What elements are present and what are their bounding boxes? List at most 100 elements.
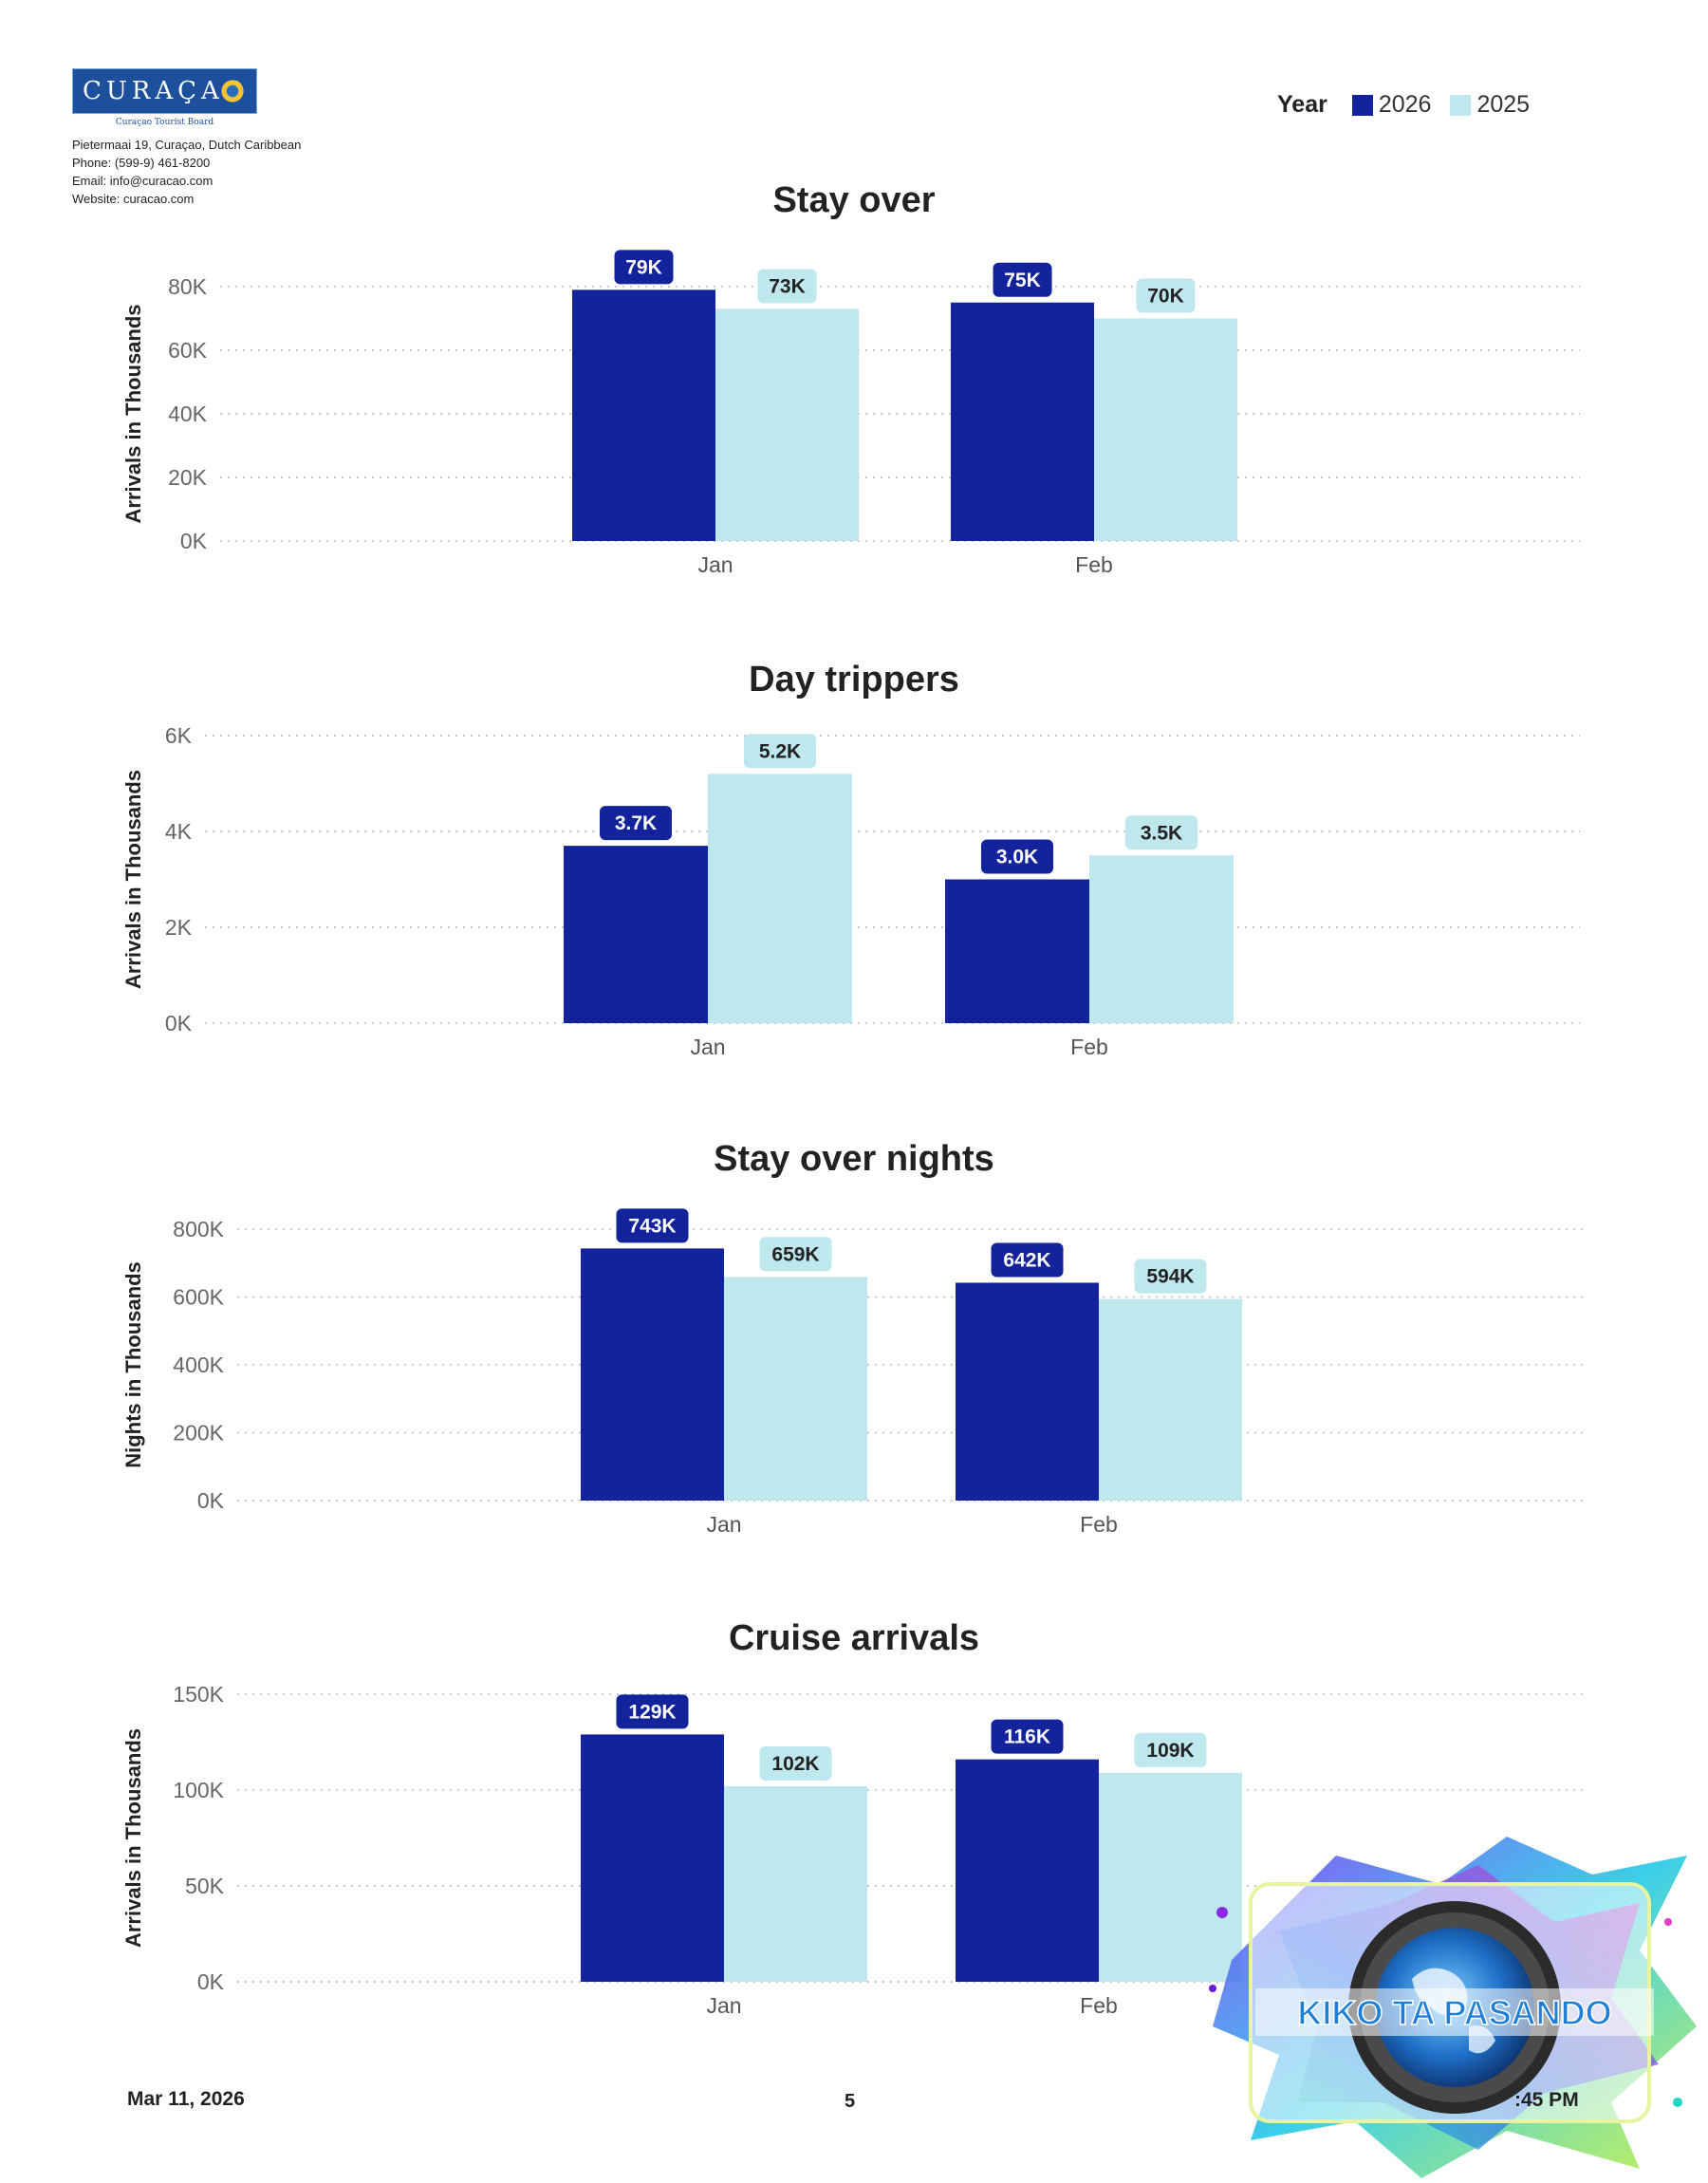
website-line: Website: curacao.com [72,192,195,206]
stay-over-nights-y-tick-label: 400K [173,1353,224,1377]
legend-item-2025[interactable]: 2025 [1450,91,1530,119]
cruise-arrivals-bar-2026-feb [956,1759,1099,1982]
day-trippers-bar-2025-jan [708,774,852,1023]
stay-over-nights-title: Stay over nights [714,1139,994,1179]
address-block: Pietermaai 19, Curaçao, Dutch Caribbean … [72,136,301,208]
cruise-arrivals-data-label-bg [616,1694,689,1729]
address-line: Pietermaai 19, Curaçao, Dutch Caribbean [72,138,302,152]
day-trippers-data-label-bg [1125,815,1197,850]
stay-over-nights-data-label-bg [1134,1259,1207,1294]
stay-over-y-tick-label: 40K [168,401,208,426]
stay-over-nights-bar-2025-feb [1099,1298,1242,1501]
email-line: Email: info@curacao.com [72,174,214,188]
cruise-arrivals-bar-2025-jan [724,1785,867,1982]
stay-over-title: Stay over [772,180,935,220]
logo-banner: CURAÇAO [72,68,257,114]
stay-over-y-tick-label: 0K [180,529,208,553]
stay-over-bar-2026-feb [951,302,1094,541]
cruise-arrivals-data-label: 109K [1146,1740,1194,1762]
footer-date: Mar 11, 2026 [127,2088,245,2110]
cruise-arrivals-data-label-bg [991,1719,1064,1754]
stay-over-nights-data-label: 659K [771,1243,819,1265]
sun-icon [220,79,245,103]
stay-over-nights-bar-2025-jan [724,1277,867,1501]
day-trippers-data-label: 3.5K [1141,822,1182,844]
stay-over-nights-data-label: 594K [1146,1266,1194,1288]
cruise-arrivals-y-tick-label: 100K [173,1778,224,1802]
cruise-arrivals-x-tick-label: Feb [1080,1993,1118,2018]
phone-line: Phone: (599-9) 461-8200 [72,156,211,170]
legend-title: Year [1277,91,1327,118]
kiko-ta-pasando-watermark: KIKO TA PASANDO [1209,1837,1697,2178]
legend-swatch-2025 [1450,94,1472,116]
day-trippers-bar-2025-feb [1089,855,1234,1023]
cruise-arrivals-chart: Cruise arrivals Arrivals in Thousands 0K 50… [121,1618,1585,2018]
day-trippers-y-tick-label: 0K [165,1011,193,1036]
day-trippers-y-tick-label: 4K [165,819,193,844]
stay-over-chart: Stay over Arrivals in Thousands 0K 20K 40K 60… [121,180,1580,577]
logo-subtitle: Curaçao Tourist Board [115,118,214,127]
stay-over-nights-data-label: 642K [1003,1249,1050,1271]
cruise-arrivals-y-axis-label: Arrivals in Thousands [121,1728,145,1948]
stay-over-nights-data-label-bg [616,1208,689,1243]
watermark-text: KIKO TA PASANDO [1297,1993,1611,2032]
cruise-arrivals-y-tick-label: 0K [197,1969,225,1994]
stay-over-data-label-bg [614,250,674,285]
stay-over-y-tick-label: 60K [168,338,208,363]
logo-wordmark: CURAÇAO [83,77,250,105]
stay-over-data-label-bg [757,269,817,304]
day-trippers-bar-2026-feb [945,879,1089,1023]
legend-label-2025: 2025 [1476,91,1531,118]
stay-over-bar-2025-feb [1094,318,1237,541]
stay-over-data-label: 79K [625,256,662,278]
stay-over-x-tick-label: Feb [1075,552,1113,577]
stay-over-nights-data-label-bg [991,1242,1064,1278]
cruise-arrivals-y-tick-label: 50K [185,1874,225,1898]
stay-over-data-label: 75K [1004,270,1041,291]
stay-over-bar-2025-jan [715,308,859,541]
cruise-arrivals-bar-2025-feb [1099,1772,1242,1982]
cruise-arrivals-data-label: 129K [628,1701,676,1723]
stay-over-y-axis-label: Arrivals in Thousands [121,304,145,523]
cruise-arrivals-x-tick-label: Jan [706,1993,741,2018]
footer-time: :45 PM [1514,2089,1579,2111]
cruise-arrivals-data-label: 116K [1004,1726,1050,1748]
day-trippers-data-label-bg [600,806,672,841]
stay-over-bar-2026-jan [572,289,715,541]
day-trippers-data-label: 5.2K [759,740,801,762]
cruise-arrivals-data-label-bg [1134,1732,1207,1767]
stay-over-nights-y-tick-label: 200K [173,1421,224,1446]
day-trippers-title: Day trippers [749,660,959,700]
day-trippers-x-tick-label: Feb [1070,1035,1108,1059]
stay-over-data-label: 73K [769,275,806,297]
legend-item-2026[interactable]: 2026 [1351,91,1432,119]
day-trippers-x-tick-label: Jan [690,1035,725,1059]
cruise-arrivals-y-tick-label: 150K [173,1682,224,1707]
cruise-arrivals-bar-2026-jan [581,1734,724,1982]
legend-swatch-2026 [1351,94,1373,116]
day-trippers-y-axis-label: Arrivals in Thousands [121,770,145,989]
page-number: 5 [845,2091,856,2112]
stay-over-nights-y-axis-label: Nights in Thousands [121,1261,145,1468]
stay-over-y-tick-label: 20K [168,465,208,490]
stay-over-nights-bar-2026-feb [956,1282,1099,1501]
stay-over-nights-y-tick-label: 600K [173,1285,224,1310]
cruise-arrivals-title: Cruise arrivals [729,1618,979,1658]
cruise-arrivals-data-label-bg [759,1745,832,1781]
day-trippers-data-label: 3.0K [996,847,1038,868]
stay-over-data-label: 70K [1147,286,1184,308]
cruise-arrivals-data-label: 102K [771,1753,819,1775]
day-trippers-chart: Day trippers Arrivals in Thousands 0K 2K 4K 6… [121,660,1580,1059]
day-trippers-y-tick-label: 6K [165,723,193,748]
day-trippers-bar-2026-jan [564,846,708,1023]
stay-over-nights-y-tick-label: 0K [197,1488,225,1513]
stay-over-nights-x-tick-label: Jan [706,1512,741,1537]
stay-over-y-tick-label: 80K [168,274,208,299]
stay-over-nights-data-label-bg [759,1237,832,1272]
legend-label-2026: 2026 [1378,91,1432,118]
day-trippers-data-label-bg [744,734,816,769]
stay-over-data-label-bg [1136,278,1196,313]
stay-over-nights-y-tick-label: 800K [173,1217,224,1241]
stay-over-data-label-bg [993,262,1052,297]
stay-over-nights-x-tick-label: Feb [1080,1512,1118,1537]
